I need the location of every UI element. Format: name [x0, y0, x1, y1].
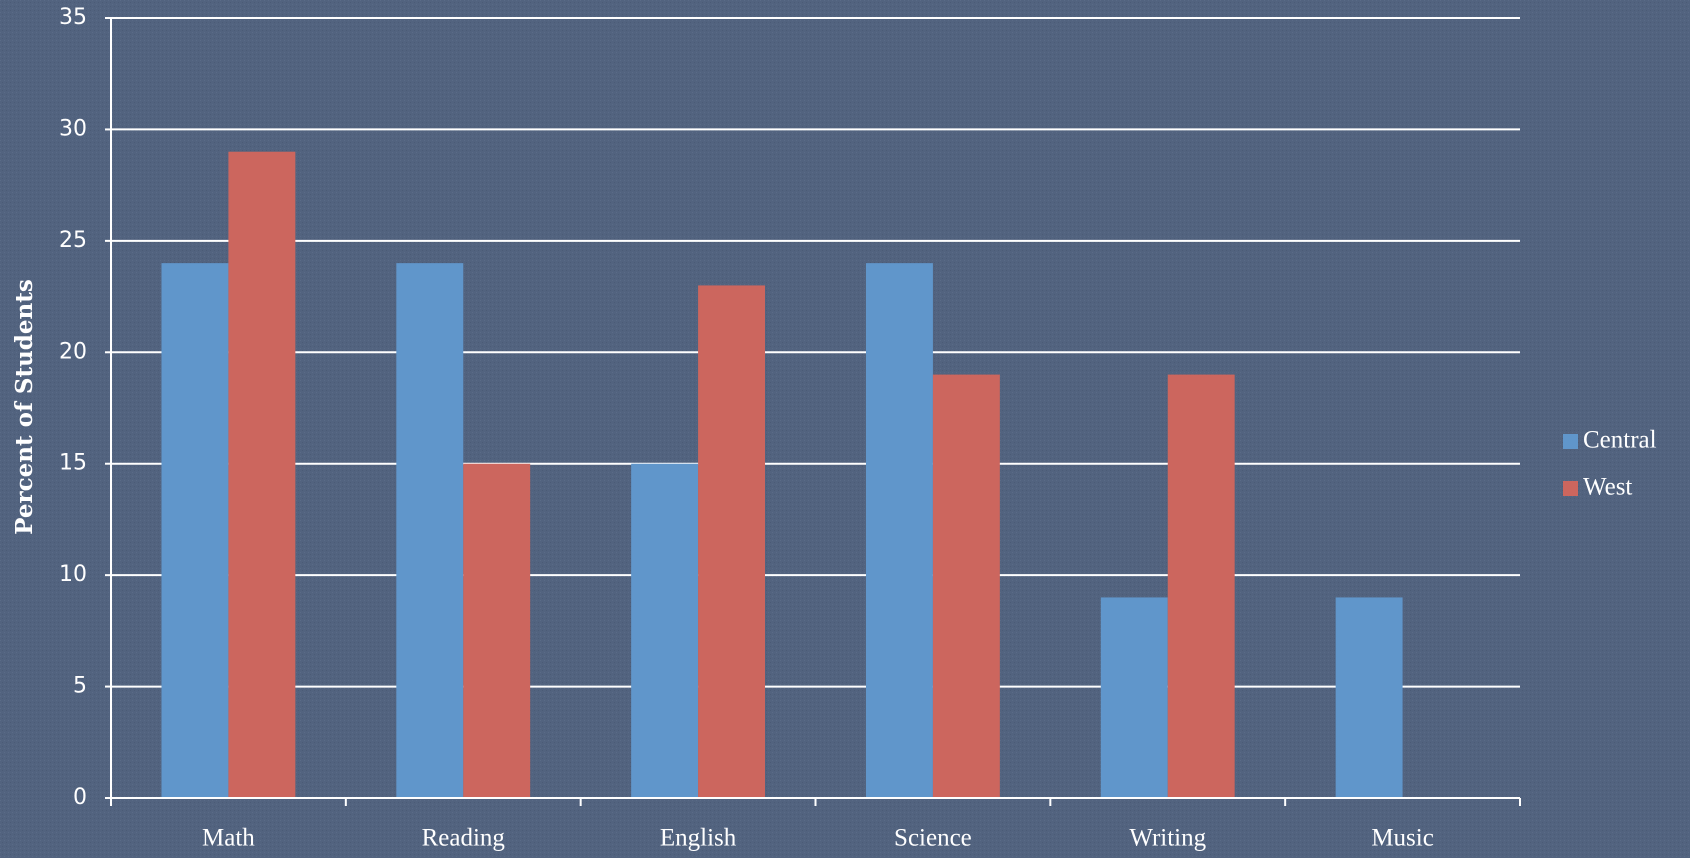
y-tick-label: 20	[59, 339, 87, 364]
bar	[1167, 374, 1235, 798]
legend-label: Central	[1583, 427, 1657, 454]
y-tick-label: 35	[59, 5, 87, 30]
x-tick-label: Reading	[422, 825, 506, 852]
bar	[631, 463, 699, 798]
legend-label: West	[1583, 474, 1632, 501]
y-tick-label: 15	[59, 451, 87, 476]
y-tick-label: 30	[59, 116, 87, 141]
x-tick-label: English	[660, 825, 737, 852]
y-tick-label: 10	[59, 562, 87, 587]
bar	[396, 263, 464, 799]
bar	[932, 374, 1000, 798]
legend-swatch	[1563, 481, 1578, 496]
bar	[698, 285, 766, 798]
x-tick-label: Writing	[1129, 825, 1206, 852]
legend-swatch	[1563, 434, 1578, 449]
y-tick-label: 5	[73, 674, 87, 699]
bar	[228, 151, 296, 798]
y-tick-label: 0	[73, 785, 87, 810]
bar	[865, 263, 933, 799]
bar	[1100, 597, 1168, 798]
x-tick-label: Science	[894, 825, 972, 852]
bar	[161, 263, 229, 799]
y-tick-label: 25	[59, 228, 87, 253]
bar	[1335, 597, 1403, 798]
x-tick-label: Math	[202, 825, 255, 852]
bar	[463, 463, 531, 798]
y-axis-title: Percent of Students	[11, 279, 38, 535]
x-tick-label: Music	[1371, 825, 1434, 852]
